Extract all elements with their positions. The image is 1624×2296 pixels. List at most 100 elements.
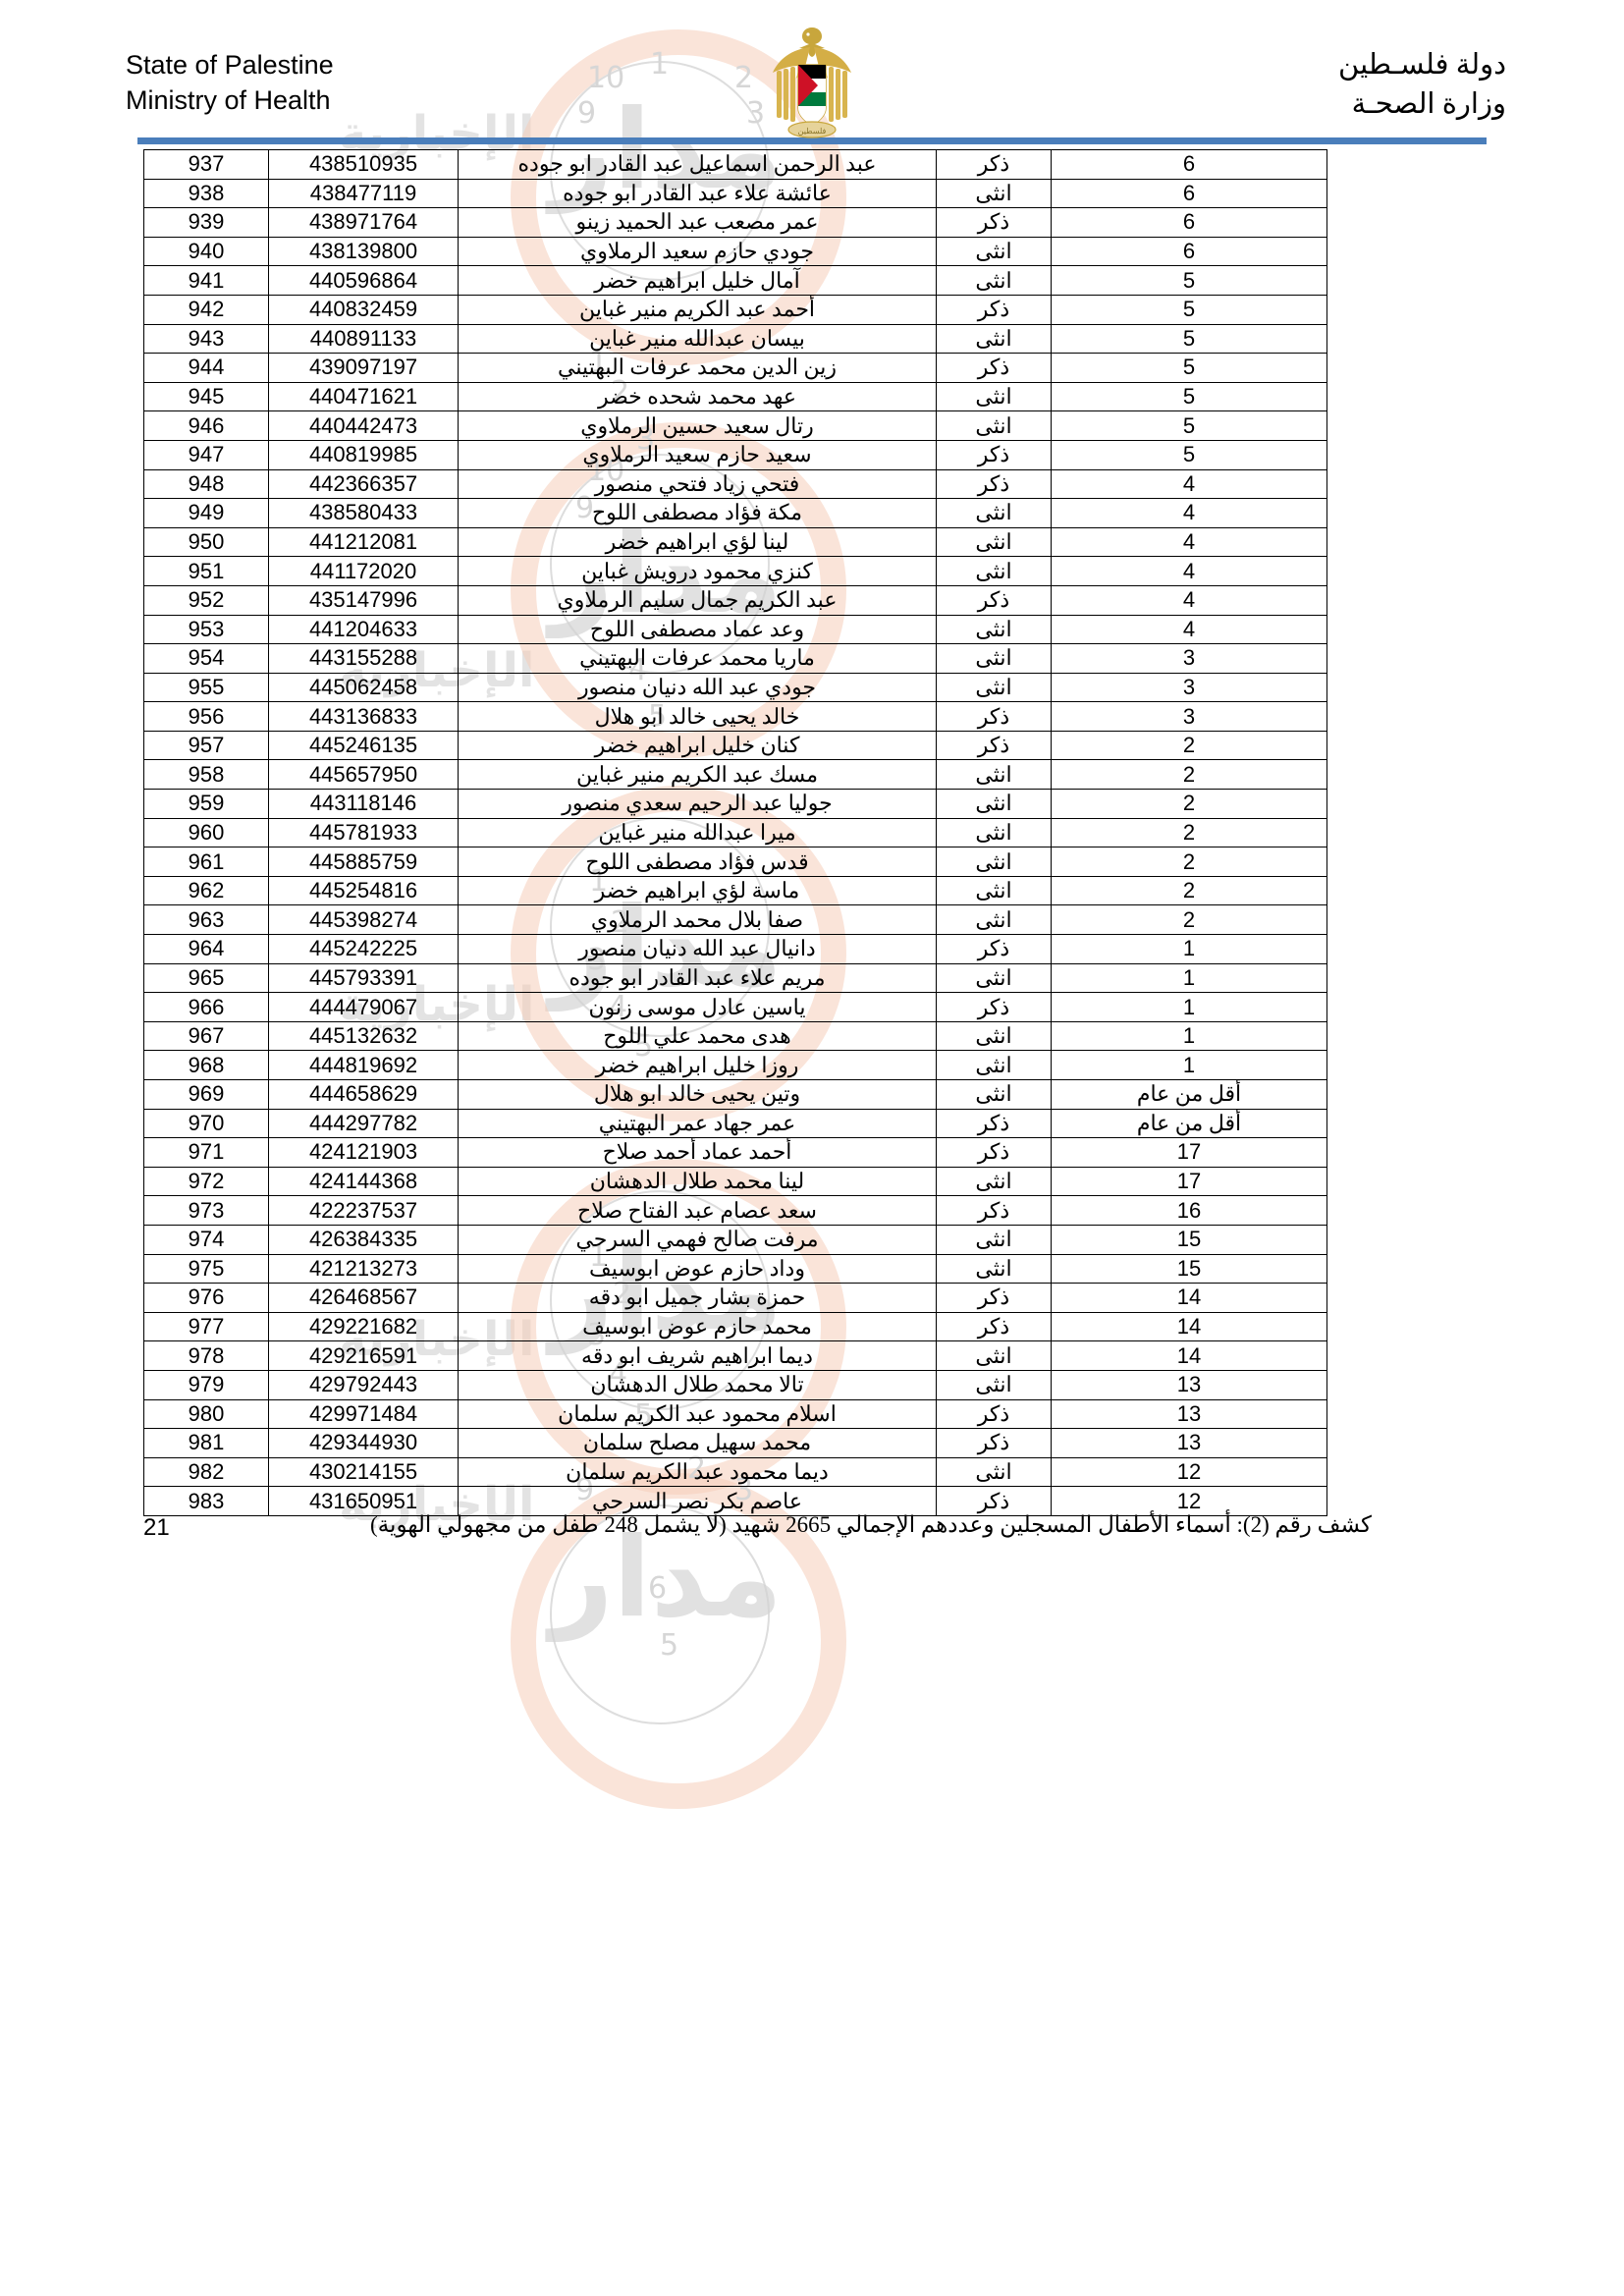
cell-gender: ذكر xyxy=(936,207,1052,238)
cell-age: 17 xyxy=(1051,1166,1327,1197)
cell-name: مكة فؤاد مصطفى اللوح xyxy=(458,498,937,528)
cell-gender: ذكر xyxy=(936,468,1052,500)
cell-index: 950 xyxy=(143,526,269,558)
cell-name: ميرا عبدالله منير غباين xyxy=(458,817,937,848)
cell-id-number: 438580433 xyxy=(268,498,459,528)
cell-index: 941 xyxy=(143,265,269,296)
cell-index: 949 xyxy=(143,498,269,528)
cell-name: كنان خليل ابراهيم خضر xyxy=(458,730,937,761)
cell-name: عمر مصعب عبد الحميد زينو xyxy=(458,207,937,238)
cell-index: 957 xyxy=(143,730,269,761)
cell-age: 6 xyxy=(1051,236,1327,267)
cell-age: 2 xyxy=(1051,904,1327,936)
cell-id-number: 431650951 xyxy=(268,1486,459,1516)
cell-gender: ذكر xyxy=(936,439,1052,470)
cell-index: 965 xyxy=(143,962,269,994)
cell-id-number: 445246135 xyxy=(268,730,459,761)
cell-gender: انثى xyxy=(936,1050,1052,1080)
cell-gender: انثى xyxy=(936,817,1052,848)
cell-name: وعد عماد مصطفى اللوح xyxy=(458,614,937,645)
table-row: 961 445885759 قدس فؤاد مصطفى اللوح انثى 2 xyxy=(143,847,1327,877)
cell-age: 1 xyxy=(1051,1020,1327,1052)
cell-index: 968 xyxy=(143,1050,269,1080)
table-row: 939 438971764 عمر مصعب عبد الحميد زينو ذكر 6 xyxy=(143,207,1327,238)
cell-age: 2 xyxy=(1051,875,1327,906)
cell-id-number: 442366357 xyxy=(268,468,459,500)
svg-text:فلسطين: فلسطين xyxy=(798,127,827,136)
cell-gender: انثى xyxy=(936,1224,1052,1255)
cell-index: 960 xyxy=(143,817,269,848)
cell-id-number: 440471621 xyxy=(268,381,459,412)
cell-index: 959 xyxy=(143,789,269,819)
cell-age: 4 xyxy=(1051,614,1327,645)
cell-gender: ذكر xyxy=(936,1486,1052,1516)
cell-age: 4 xyxy=(1051,498,1327,528)
table-row: 950 441212081 لينا لؤي ابراهيم خضر انثى 4 xyxy=(143,526,1327,558)
table-row: 945 440471621 عهد محمد شحده خضر انثى 5 xyxy=(143,381,1327,412)
cell-index: 963 xyxy=(143,904,269,936)
cell-name: جودي عبد الله دنيان منصور xyxy=(458,672,937,703)
cell-gender: انثى xyxy=(936,498,1052,528)
header-divider-rule xyxy=(137,137,1487,144)
header-arabic: دولة فلسـطين وزارة الصحـة xyxy=(1338,45,1506,124)
cell-name: أحمد عبد الكريم منير غباين xyxy=(458,294,937,325)
table-row: 947 440819985 سعيد حازم سعيد الرملاوي ذكر 5 xyxy=(143,439,1327,470)
table-row: 938 438477119 عائشة علاء عبد القادر ابو جو… xyxy=(143,178,1327,209)
cell-name: ماريا محمد عرفات البهتيني xyxy=(458,643,937,674)
cell-index: 983 xyxy=(143,1486,269,1516)
table-row: 948 442366357 فتحي زياد فتحي منصور ذكر 4 xyxy=(143,468,1327,500)
cell-id-number: 443136833 xyxy=(268,701,459,732)
cell-name: ماسة لؤي ابراهيم خضر xyxy=(458,875,937,906)
cell-age: 6 xyxy=(1051,149,1327,180)
cell-index: 961 xyxy=(143,847,269,877)
watermark-dial-number: 5 xyxy=(660,1628,679,1663)
palestine-coat-of-arms-icon: فلسطين xyxy=(773,27,851,138)
cell-gender: انثى xyxy=(936,643,1052,674)
cell-name: عهد محمد شحده خضر xyxy=(458,381,937,412)
cell-age: 4 xyxy=(1051,584,1327,616)
cell-age: أقل من عام xyxy=(1051,1108,1327,1139)
header-ministry-line-ar: وزارة الصحـة xyxy=(1351,88,1506,120)
cell-index: 953 xyxy=(143,614,269,645)
cell-index: 981 xyxy=(143,1428,269,1458)
cell-age: 1 xyxy=(1051,1050,1327,1080)
cell-id-number: 430214155 xyxy=(268,1456,459,1488)
cell-age: 14 xyxy=(1051,1311,1327,1342)
cell-index: 952 xyxy=(143,584,269,616)
cell-name: كنزي محمود درويش غباين xyxy=(458,556,937,586)
cell-name: ياسين عادل موسى زنون xyxy=(458,992,937,1022)
cell-index: 976 xyxy=(143,1283,269,1313)
cell-gender: انثى xyxy=(936,847,1052,877)
cell-name: وتين يحيى خالد ابو هلال xyxy=(458,1079,937,1110)
cell-gender: ذكر xyxy=(936,1311,1052,1342)
cell-index: 937 xyxy=(143,149,269,180)
table-row: 969 444658629 وتين يحيى خالد ابو هلال انثى أ… xyxy=(143,1079,1327,1110)
cell-gender: انثى xyxy=(936,962,1052,994)
cell-age: 1 xyxy=(1051,934,1327,964)
table-row: 937 438510935 عبد الرحمن اسماعيل عبد القاد… xyxy=(143,149,1327,180)
cell-id-number: 444819692 xyxy=(268,1050,459,1080)
cell-id-number: 444297782 xyxy=(268,1108,459,1139)
cell-age: 4 xyxy=(1051,556,1327,586)
page-number: 21 xyxy=(143,1514,170,1541)
cell-name: جودي حازم سعيد الرملاوي xyxy=(458,236,937,267)
cell-age: 16 xyxy=(1051,1195,1327,1226)
cell-name: ديما محمود عبد الكريم سلمان xyxy=(458,1456,937,1488)
cell-id-number: 424144368 xyxy=(268,1166,459,1197)
cell-age: 5 xyxy=(1051,410,1327,441)
cell-index: 969 xyxy=(143,1079,269,1110)
table-row: 979 429792443 تالا محمد طلال الدهشان انثى 13 xyxy=(143,1369,1327,1400)
table-row: 971 424121903 أحمد عماد أحمد صلاح ذكر 17 xyxy=(143,1137,1327,1168)
cell-gender: انثى xyxy=(936,1253,1052,1285)
cell-index: 951 xyxy=(143,556,269,586)
cell-gender: ذكر xyxy=(936,1108,1052,1139)
martyrs-table-body: 937 438510935 عبد الرحمن اسماعيل عبد القاد… xyxy=(143,149,1327,1516)
cell-index: 970 xyxy=(143,1108,269,1139)
cell-gender: ذكر xyxy=(936,149,1052,180)
cell-index: 954 xyxy=(143,643,269,674)
cell-name: ديما ابراهيم شريف ابو دقه xyxy=(458,1340,937,1371)
cell-index: 955 xyxy=(143,672,269,703)
cell-gender: انثى xyxy=(936,236,1052,267)
table-row: 972 424144368 لينا محمد طلال الدهشان انثى 17 xyxy=(143,1166,1327,1197)
cell-index: 948 xyxy=(143,468,269,500)
